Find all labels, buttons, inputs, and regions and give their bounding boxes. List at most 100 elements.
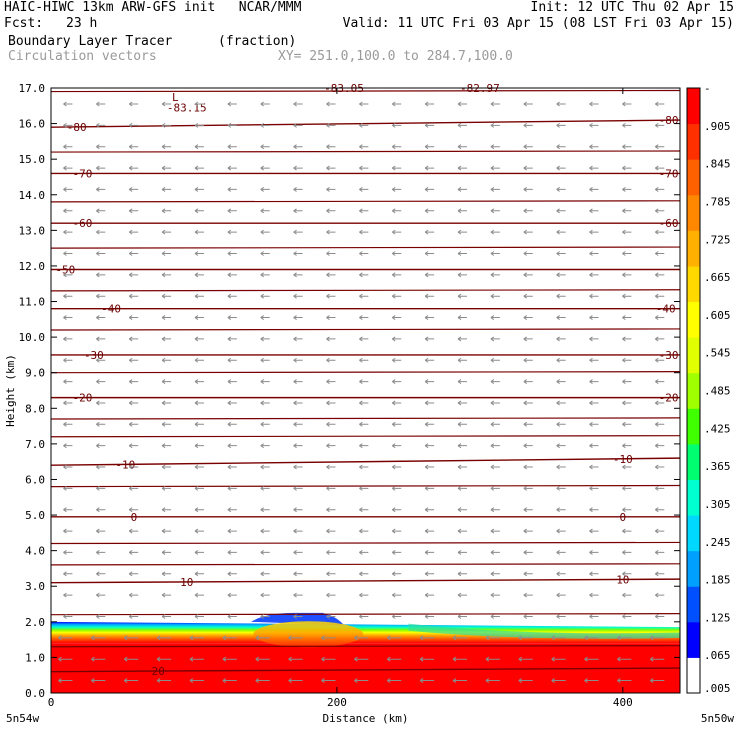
- wind-vector: [391, 421, 402, 427]
- wind-vector: [260, 507, 270, 513]
- wind-vector: [523, 614, 533, 619]
- wind-vector: [523, 229, 533, 235]
- wind-vector: [386, 635, 402, 641]
- cross-section-endpoints: XY= 251.0,100.0 to 284.7,100.0: [278, 49, 513, 64]
- wind-vector: [123, 656, 139, 662]
- wind-vector: [260, 251, 270, 256]
- wind-vector: [96, 528, 106, 534]
- wind-vector: [523, 187, 533, 192]
- wind-vector: [556, 421, 566, 427]
- wind-vector: [194, 528, 204, 534]
- contour-label: -20: [659, 392, 679, 405]
- wind-vector: [490, 550, 500, 555]
- wind-vector: [326, 421, 336, 427]
- wind-vector: [523, 144, 533, 150]
- contour-line: [50, 246, 681, 249]
- wind-vector: [452, 678, 467, 683]
- wind-vector: [227, 315, 237, 320]
- wind-vector: [128, 614, 139, 619]
- wind-vector: [260, 464, 270, 470]
- orange-core: [253, 621, 364, 648]
- wind-vector: [156, 656, 172, 662]
- wind-vector: [654, 165, 665, 171]
- wind-vector: [589, 528, 599, 534]
- wind-vector: [194, 101, 204, 107]
- wind-vector: [654, 592, 665, 598]
- wind-vector: [194, 251, 204, 256]
- wind-vector: [96, 122, 106, 128]
- wind-vector: [227, 507, 237, 513]
- wind-vector: [617, 678, 632, 683]
- wind-vector: [457, 101, 467, 107]
- wind-vector: [391, 528, 402, 534]
- wind-vector: [589, 571, 599, 577]
- colorbar-label: .725: [704, 233, 731, 246]
- wind-vector: [194, 315, 204, 320]
- wind-vector: [622, 379, 632, 385]
- wind-vector: [391, 122, 402, 128]
- wind-vector: [391, 251, 402, 256]
- wind-vector: [424, 550, 435, 555]
- wind-vector: [91, 678, 106, 683]
- contour-line: [50, 457, 681, 466]
- colorbar-swatch: [687, 372, 700, 409]
- wind-vector: [391, 464, 402, 470]
- wind-vector: [326, 336, 336, 342]
- wind-vector: [227, 443, 237, 449]
- wind-vector: [255, 656, 270, 662]
- wind-vector: [260, 293, 270, 299]
- wind-vector: [457, 122, 467, 128]
- wind-vector: [260, 144, 270, 150]
- wind-vector: [63, 122, 73, 128]
- contour-label: 0: [131, 511, 138, 524]
- colorbar-label: .665: [704, 271, 731, 284]
- colorbar-swatch: [687, 550, 700, 587]
- wind-vector: [424, 187, 435, 192]
- contour-line: [50, 371, 681, 374]
- wind-vector: [354, 635, 369, 641]
- wind-vector: [424, 464, 435, 470]
- wind-vector: [391, 443, 402, 449]
- wind-vector: [523, 122, 533, 128]
- colorbar-swatch: [687, 159, 700, 196]
- wind-vector: [490, 507, 500, 513]
- vector-description: Circulation vectors: [8, 49, 157, 64]
- wind-vector: [490, 315, 500, 320]
- colorbar-swatch: [687, 479, 700, 516]
- colorbar-label: .065: [704, 649, 731, 662]
- wind-vector: [523, 101, 533, 107]
- contour-label: -30: [659, 349, 679, 362]
- wind-vector: [288, 656, 303, 662]
- wind-vector: [96, 550, 106, 555]
- y-tick-label: 7.0: [25, 438, 45, 451]
- wind-vector: [128, 357, 139, 363]
- wind-vector: [556, 571, 566, 577]
- colorbar-label: -: [704, 82, 711, 95]
- contour-line: [50, 613, 681, 616]
- wind-vector: [359, 443, 369, 449]
- wind-vector: [424, 144, 435, 150]
- wind-vector: [326, 614, 336, 619]
- wind-vector: [589, 592, 599, 598]
- wind-vector: [622, 165, 632, 171]
- wind-vector: [326, 400, 336, 406]
- wind-vector: [96, 485, 106, 491]
- wind-vector: [391, 485, 402, 491]
- wind-vector: [96, 507, 106, 513]
- contour-label: -60: [73, 217, 93, 230]
- wind-vector: [359, 379, 369, 385]
- wind-vector: [424, 421, 435, 427]
- wind-vector: [194, 165, 204, 171]
- colorbar-label: .185: [704, 574, 731, 587]
- wind-vector: [523, 528, 533, 534]
- wind-vector: [490, 400, 500, 406]
- wind-vector: [260, 614, 270, 619]
- wind-vector: [161, 187, 172, 192]
- wind-vector: [523, 485, 533, 491]
- wind-vector: [128, 571, 139, 577]
- wind-vector: [391, 208, 402, 214]
- wind-vector: [227, 144, 237, 150]
- wind-vector: [457, 550, 467, 555]
- wind-vector: [63, 379, 73, 385]
- contour-line: [50, 541, 681, 545]
